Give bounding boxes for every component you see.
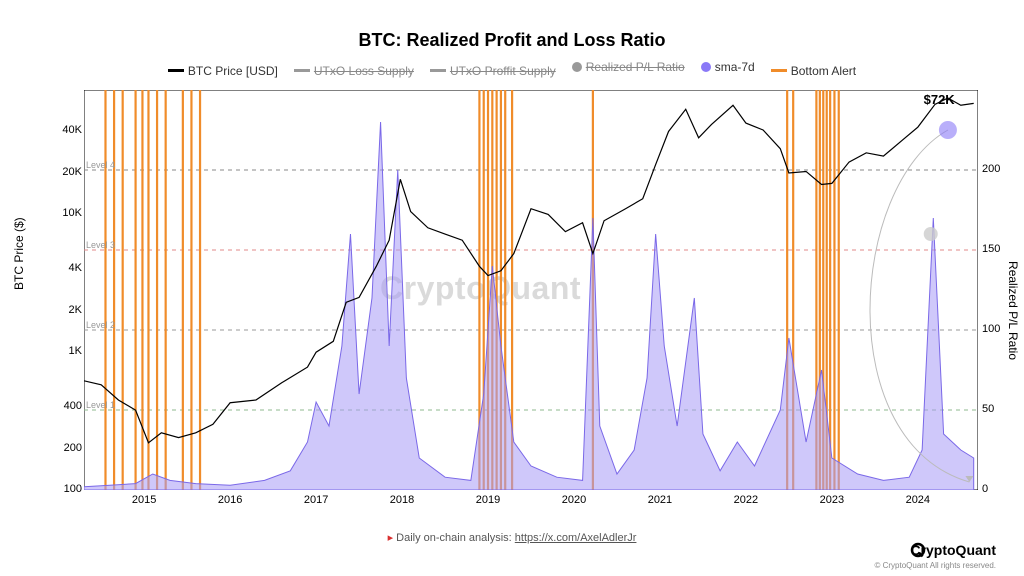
legend-swatch <box>572 62 582 72</box>
y-axis-left-label: BTC Price ($) <box>12 217 26 290</box>
level-label: Level 3 <box>86 240 115 250</box>
y-left-tick-label: 20K <box>42 166 82 178</box>
x-tick-label: 2021 <box>648 494 672 506</box>
x-tick-label: 2020 <box>562 494 586 506</box>
legend-item: sma-7d <box>701 60 755 74</box>
legend-label: BTC Price [USD] <box>188 64 278 78</box>
y-right-tick-label: 200 <box>982 163 1000 175</box>
legend-item: BTC Price [USD] <box>168 64 278 78</box>
y-left-tick-label: 400 <box>42 400 82 412</box>
legend-label: sma-7d <box>715 60 755 74</box>
x-tick-label: 2022 <box>734 494 758 506</box>
chart-title: BTC: Realized Profit and Loss Ratio <box>0 30 1024 51</box>
legend-label: UTxO Proffit Supply <box>450 64 556 78</box>
level-label: Level 2 <box>86 320 115 330</box>
y-left-tick-label: 4K <box>42 262 82 274</box>
x-tick-label: 2023 <box>820 494 844 506</box>
chart-plot <box>84 90 978 490</box>
y-right-tick-label: 150 <box>982 243 1000 255</box>
brand-icon <box>910 542 926 558</box>
x-tick-label: 2024 <box>906 494 930 506</box>
y-right-tick-label: 50 <box>982 403 994 415</box>
y-right-tick-label: 0 <box>982 483 988 495</box>
legend-item: Realized P/L Ratio <box>572 60 685 74</box>
x-tick-label: 2019 <box>476 494 500 506</box>
y-right-tick-label: 100 <box>982 323 1000 335</box>
legend: BTC Price [USD] UTxO Loss Supply UTxO Prof… <box>0 60 1024 78</box>
legend-swatch <box>430 69 446 72</box>
y-left-tick-label: 2K <box>42 304 82 316</box>
legend-item: Bottom Alert <box>771 64 856 78</box>
x-tick-label: 2016 <box>218 494 242 506</box>
level-label: Level 1 <box>86 400 115 410</box>
x-tick-label: 2015 <box>132 494 156 506</box>
brand-logo: CryptoQuant <box>910 542 996 558</box>
legend-label: Bottom Alert <box>791 64 856 78</box>
price-annotation: $72K <box>924 92 955 107</box>
y-axis-right-label: Realized P/L Ratio <box>1006 261 1020 360</box>
legend-swatch <box>168 69 184 72</box>
legend-item: UTxO Loss Supply <box>294 64 414 78</box>
y-left-tick-label: 100 <box>42 483 82 495</box>
legend-swatch <box>294 69 310 72</box>
footer-link[interactable]: https://x.com/AxelAdlerJr <box>515 532 637 544</box>
x-tick-label: 2017 <box>304 494 328 506</box>
legend-label: UTxO Loss Supply <box>314 64 414 78</box>
y-left-tick-label: 1K <box>42 345 82 357</box>
level-label: Level 4 <box>86 160 115 170</box>
y-left-tick-label: 200 <box>42 442 82 454</box>
footer-prefix: Daily on-chain analysis: <box>396 532 512 544</box>
y-left-tick-label: 10K <box>42 207 82 219</box>
legend-swatch <box>701 62 711 72</box>
brand-copyright: © CryptoQuant All rights reserved. <box>875 561 997 570</box>
y-left-tick-label: 40K <box>42 124 82 136</box>
legend-swatch <box>771 69 787 72</box>
footer-marker-icon: ▸ <box>388 532 394 544</box>
footer-caption: ▸ Daily on-chain analysis: https://x.com… <box>0 531 1024 544</box>
x-tick-label: 2018 <box>390 494 414 506</box>
legend-item: UTxO Proffit Supply <box>430 64 556 78</box>
legend-label: Realized P/L Ratio <box>586 60 685 74</box>
